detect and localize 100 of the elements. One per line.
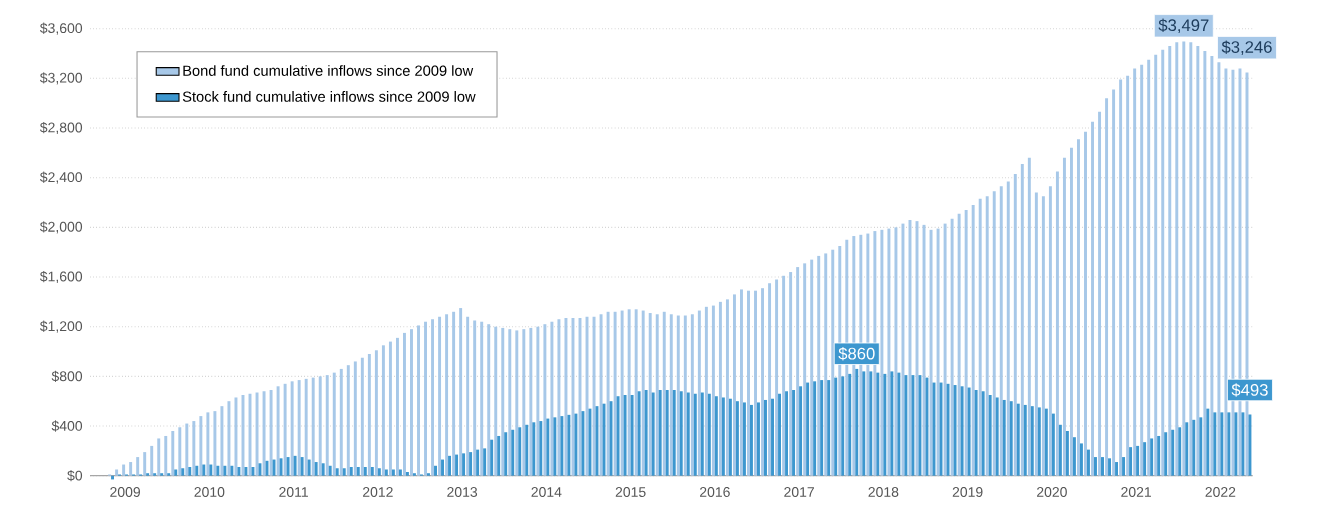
bar — [356, 467, 360, 476]
bar — [206, 412, 210, 476]
bar — [459, 308, 463, 476]
bar — [785, 391, 789, 476]
bar — [810, 259, 814, 476]
bar — [693, 393, 697, 476]
bar — [761, 288, 765, 476]
bar — [157, 438, 161, 476]
x-tick-label: 2021 — [1121, 487, 1151, 497]
bar — [424, 321, 428, 476]
bar — [262, 391, 266, 476]
bar — [234, 397, 238, 476]
bar — [129, 462, 133, 476]
bar — [276, 386, 280, 476]
bar — [508, 329, 512, 476]
x-tick-label: 2022 — [1205, 487, 1236, 497]
bar — [1009, 401, 1013, 476]
legend-label: Stock fund cumulative inflows since 2009 low — [182, 91, 476, 102]
bar — [307, 459, 311, 476]
bar — [964, 209, 968, 476]
bar — [290, 381, 294, 476]
bar — [641, 310, 645, 476]
bar — [1002, 399, 1006, 476]
bar — [164, 435, 168, 476]
bar — [438, 316, 442, 476]
bar — [950, 218, 954, 476]
bar — [1122, 457, 1126, 476]
bar — [476, 449, 480, 476]
bar — [363, 467, 367, 476]
bar — [789, 272, 793, 476]
bar — [623, 394, 627, 476]
bar — [981, 391, 985, 476]
y-tick-label: $2,400 — [39, 171, 83, 184]
bar — [153, 473, 157, 476]
bar — [817, 255, 821, 476]
bar — [304, 378, 308, 476]
bar — [318, 376, 322, 476]
bar — [957, 213, 961, 476]
bar — [834, 377, 838, 476]
bar — [714, 396, 718, 476]
bar — [683, 315, 687, 476]
bar — [431, 319, 435, 476]
bar — [1224, 68, 1228, 476]
bar — [904, 375, 908, 476]
bar — [599, 314, 603, 476]
bar — [466, 316, 470, 476]
bar — [1091, 121, 1094, 476]
bar — [1147, 59, 1151, 476]
bar — [883, 373, 887, 476]
bar — [557, 319, 561, 476]
bar — [1044, 408, 1048, 476]
bar — [346, 365, 350, 476]
bar — [936, 228, 940, 476]
bar — [697, 310, 701, 476]
bar — [662, 311, 666, 476]
bar — [1112, 89, 1116, 476]
bar — [672, 390, 676, 476]
bar — [1199, 417, 1203, 476]
bar — [349, 467, 353, 476]
bar — [1013, 173, 1017, 476]
bar — [655, 314, 659, 476]
bar — [992, 191, 996, 476]
bar — [339, 368, 343, 476]
legend-label: Bond fund cumulative inflows since 2009 low — [183, 65, 474, 76]
bar — [181, 468, 185, 476]
bar — [536, 326, 540, 476]
bar — [771, 398, 774, 476]
y-tick-label: $3,600 — [39, 22, 83, 35]
bar — [220, 406, 224, 476]
bar — [943, 223, 947, 476]
bar — [1241, 412, 1245, 476]
bar — [911, 375, 915, 476]
bar — [855, 368, 859, 476]
bar — [1079, 443, 1083, 476]
bar — [1168, 46, 1172, 476]
bar — [616, 396, 620, 476]
bar — [735, 401, 739, 476]
bar — [185, 423, 189, 476]
bar — [848, 373, 852, 476]
bar — [1175, 42, 1179, 476]
bar — [494, 326, 498, 476]
bar — [831, 249, 835, 476]
bar — [216, 465, 220, 476]
bar — [1129, 447, 1133, 476]
bar — [1161, 49, 1165, 476]
bar — [518, 427, 522, 476]
bar — [1041, 196, 1045, 476]
bar — [742, 402, 746, 476]
bar — [679, 391, 683, 476]
bar — [711, 305, 715, 476]
bar — [199, 416, 203, 476]
bar — [445, 314, 449, 476]
bar — [1115, 462, 1119, 476]
bar — [297, 380, 301, 476]
data-label: $3,497 — [1158, 18, 1209, 34]
bar — [613, 311, 617, 476]
bar — [1178, 427, 1182, 476]
bar — [918, 375, 922, 476]
bar — [686, 392, 690, 476]
bar — [384, 469, 388, 476]
